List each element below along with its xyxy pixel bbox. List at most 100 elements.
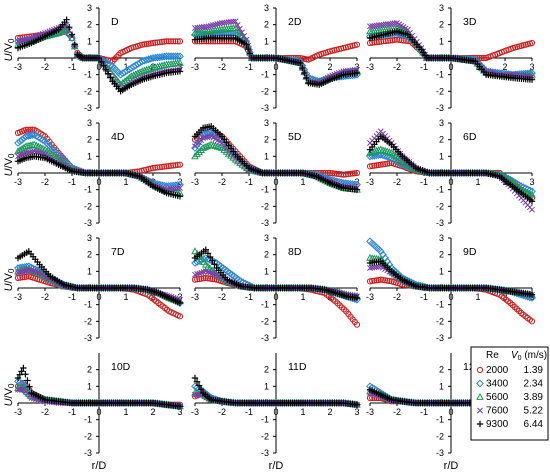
data-point-3400 bbox=[30, 130, 39, 139]
data-point-2000 bbox=[165, 38, 172, 45]
data-point-2000 bbox=[202, 274, 209, 282]
data-point-3400 bbox=[68, 34, 76, 42]
y-tick-label: -3 bbox=[436, 333, 444, 343]
data-point-7600 bbox=[174, 185, 181, 192]
data-point-2000 bbox=[366, 278, 374, 285]
y-tick-label: 1 bbox=[87, 151, 92, 161]
data-point-9300 bbox=[104, 70, 112, 77]
data-point-2000 bbox=[373, 277, 380, 284]
x-tick-label: 3 bbox=[529, 62, 534, 72]
y-tick-label: 3 bbox=[439, 3, 444, 13]
x-tick-label: 0 bbox=[448, 292, 453, 302]
y-tick-label: -2 bbox=[436, 316, 444, 326]
y-tick-label: 2 bbox=[264, 250, 269, 260]
data-point-2000 bbox=[156, 164, 163, 171]
data-point-7600 bbox=[477, 407, 483, 414]
data-point-2000 bbox=[161, 38, 168, 45]
x-tick-label: 1 bbox=[123, 177, 128, 187]
data-point-2000 bbox=[145, 40, 152, 47]
data-point-7600 bbox=[230, 18, 237, 25]
data-point-2000 bbox=[158, 38, 166, 45]
data-point-3400 bbox=[476, 379, 484, 388]
y-tick-label: -1 bbox=[261, 415, 269, 425]
data-point-9300 bbox=[98, 58, 105, 66]
data-point-5600 bbox=[146, 64, 155, 72]
data-point-9300 bbox=[528, 198, 536, 205]
data-point-2000 bbox=[147, 40, 154, 47]
panel-label: 3D bbox=[463, 16, 477, 28]
data-point-9300 bbox=[209, 257, 216, 264]
data-point-9300 bbox=[244, 45, 252, 53]
data-point-3400 bbox=[167, 52, 175, 61]
data-point-3400 bbox=[169, 52, 178, 61]
data-point-9300 bbox=[176, 403, 184, 410]
data-point-5600 bbox=[138, 67, 147, 75]
data-point-9300 bbox=[22, 371, 29, 378]
x-tick-label: -1 bbox=[420, 292, 428, 302]
data-point-9300 bbox=[299, 64, 306, 72]
y-tick-label: -3 bbox=[84, 448, 92, 458]
data-point-2000 bbox=[338, 171, 345, 178]
data-point-5600 bbox=[197, 255, 206, 263]
y-tick-label: -3 bbox=[261, 218, 269, 228]
data-point-2000 bbox=[204, 275, 212, 282]
data-point-3400 bbox=[144, 55, 153, 64]
data-point-2000 bbox=[141, 41, 148, 48]
data-point-9300 bbox=[18, 368, 25, 375]
data-point-9300 bbox=[197, 386, 205, 393]
data-point-3400 bbox=[32, 132, 41, 140]
data-point-9300 bbox=[107, 74, 114, 81]
data-point-2000 bbox=[384, 277, 391, 284]
y-tick-label: 2 bbox=[87, 250, 92, 260]
x-tick-label: 1 bbox=[475, 177, 480, 187]
y-tick-label: -2 bbox=[261, 316, 269, 326]
data-point-9300 bbox=[246, 50, 254, 57]
data-point-2000 bbox=[387, 37, 394, 44]
data-point-2000 bbox=[161, 163, 168, 170]
data-point-9300 bbox=[211, 261, 218, 268]
data-point-9300 bbox=[176, 68, 184, 75]
data-point-2000 bbox=[176, 313, 184, 320]
data-point-9300 bbox=[95, 54, 103, 62]
data-point-5600 bbox=[366, 148, 374, 156]
data-point-2000 bbox=[154, 164, 161, 171]
y-tick-label: -2 bbox=[84, 201, 92, 211]
data-point-2000 bbox=[386, 277, 393, 285]
data-point-9300 bbox=[301, 69, 308, 77]
data-point-5600 bbox=[158, 61, 166, 69]
data-point-3400 bbox=[24, 132, 33, 140]
panel-label: D bbox=[111, 16, 119, 28]
y-tick-label: 2 bbox=[439, 20, 444, 30]
data-point-2000 bbox=[331, 170, 338, 177]
x-tick-label: -1 bbox=[245, 177, 253, 187]
data-point-2000 bbox=[382, 277, 389, 284]
y-axis-label: U/V0 bbox=[3, 38, 16, 61]
data-point-9300 bbox=[68, 31, 76, 38]
y-tick-label: 1 bbox=[439, 151, 444, 161]
data-point-7600 bbox=[177, 185, 183, 191]
y-tick-label: 3 bbox=[439, 233, 444, 243]
data-point-3400 bbox=[146, 54, 155, 63]
data-point-2000 bbox=[353, 41, 361, 48]
data-point-9300 bbox=[193, 378, 201, 385]
y-tick-label: 1 bbox=[439, 36, 444, 46]
data-point-2000 bbox=[391, 36, 398, 44]
data-point-2000 bbox=[163, 38, 170, 45]
x-tick-label: -2 bbox=[41, 62, 49, 72]
y-tick-label: -3 bbox=[84, 103, 92, 113]
data-point-2000 bbox=[382, 37, 389, 45]
data-point-9300 bbox=[243, 41, 250, 48]
x-tick-label: -1 bbox=[420, 407, 428, 417]
data-point-2000 bbox=[23, 273, 30, 280]
panel-label: 5D bbox=[288, 131, 302, 143]
data-point-2000 bbox=[478, 54, 485, 62]
data-point-3400 bbox=[191, 144, 199, 152]
data-point-5600 bbox=[233, 26, 242, 34]
data-point-5600 bbox=[193, 150, 201, 158]
x-tick-label: -2 bbox=[218, 407, 226, 417]
x-tick-label: 0 bbox=[96, 292, 101, 302]
data-point-2000 bbox=[375, 276, 382, 284]
legend-re-2000: 2000 bbox=[486, 365, 509, 376]
